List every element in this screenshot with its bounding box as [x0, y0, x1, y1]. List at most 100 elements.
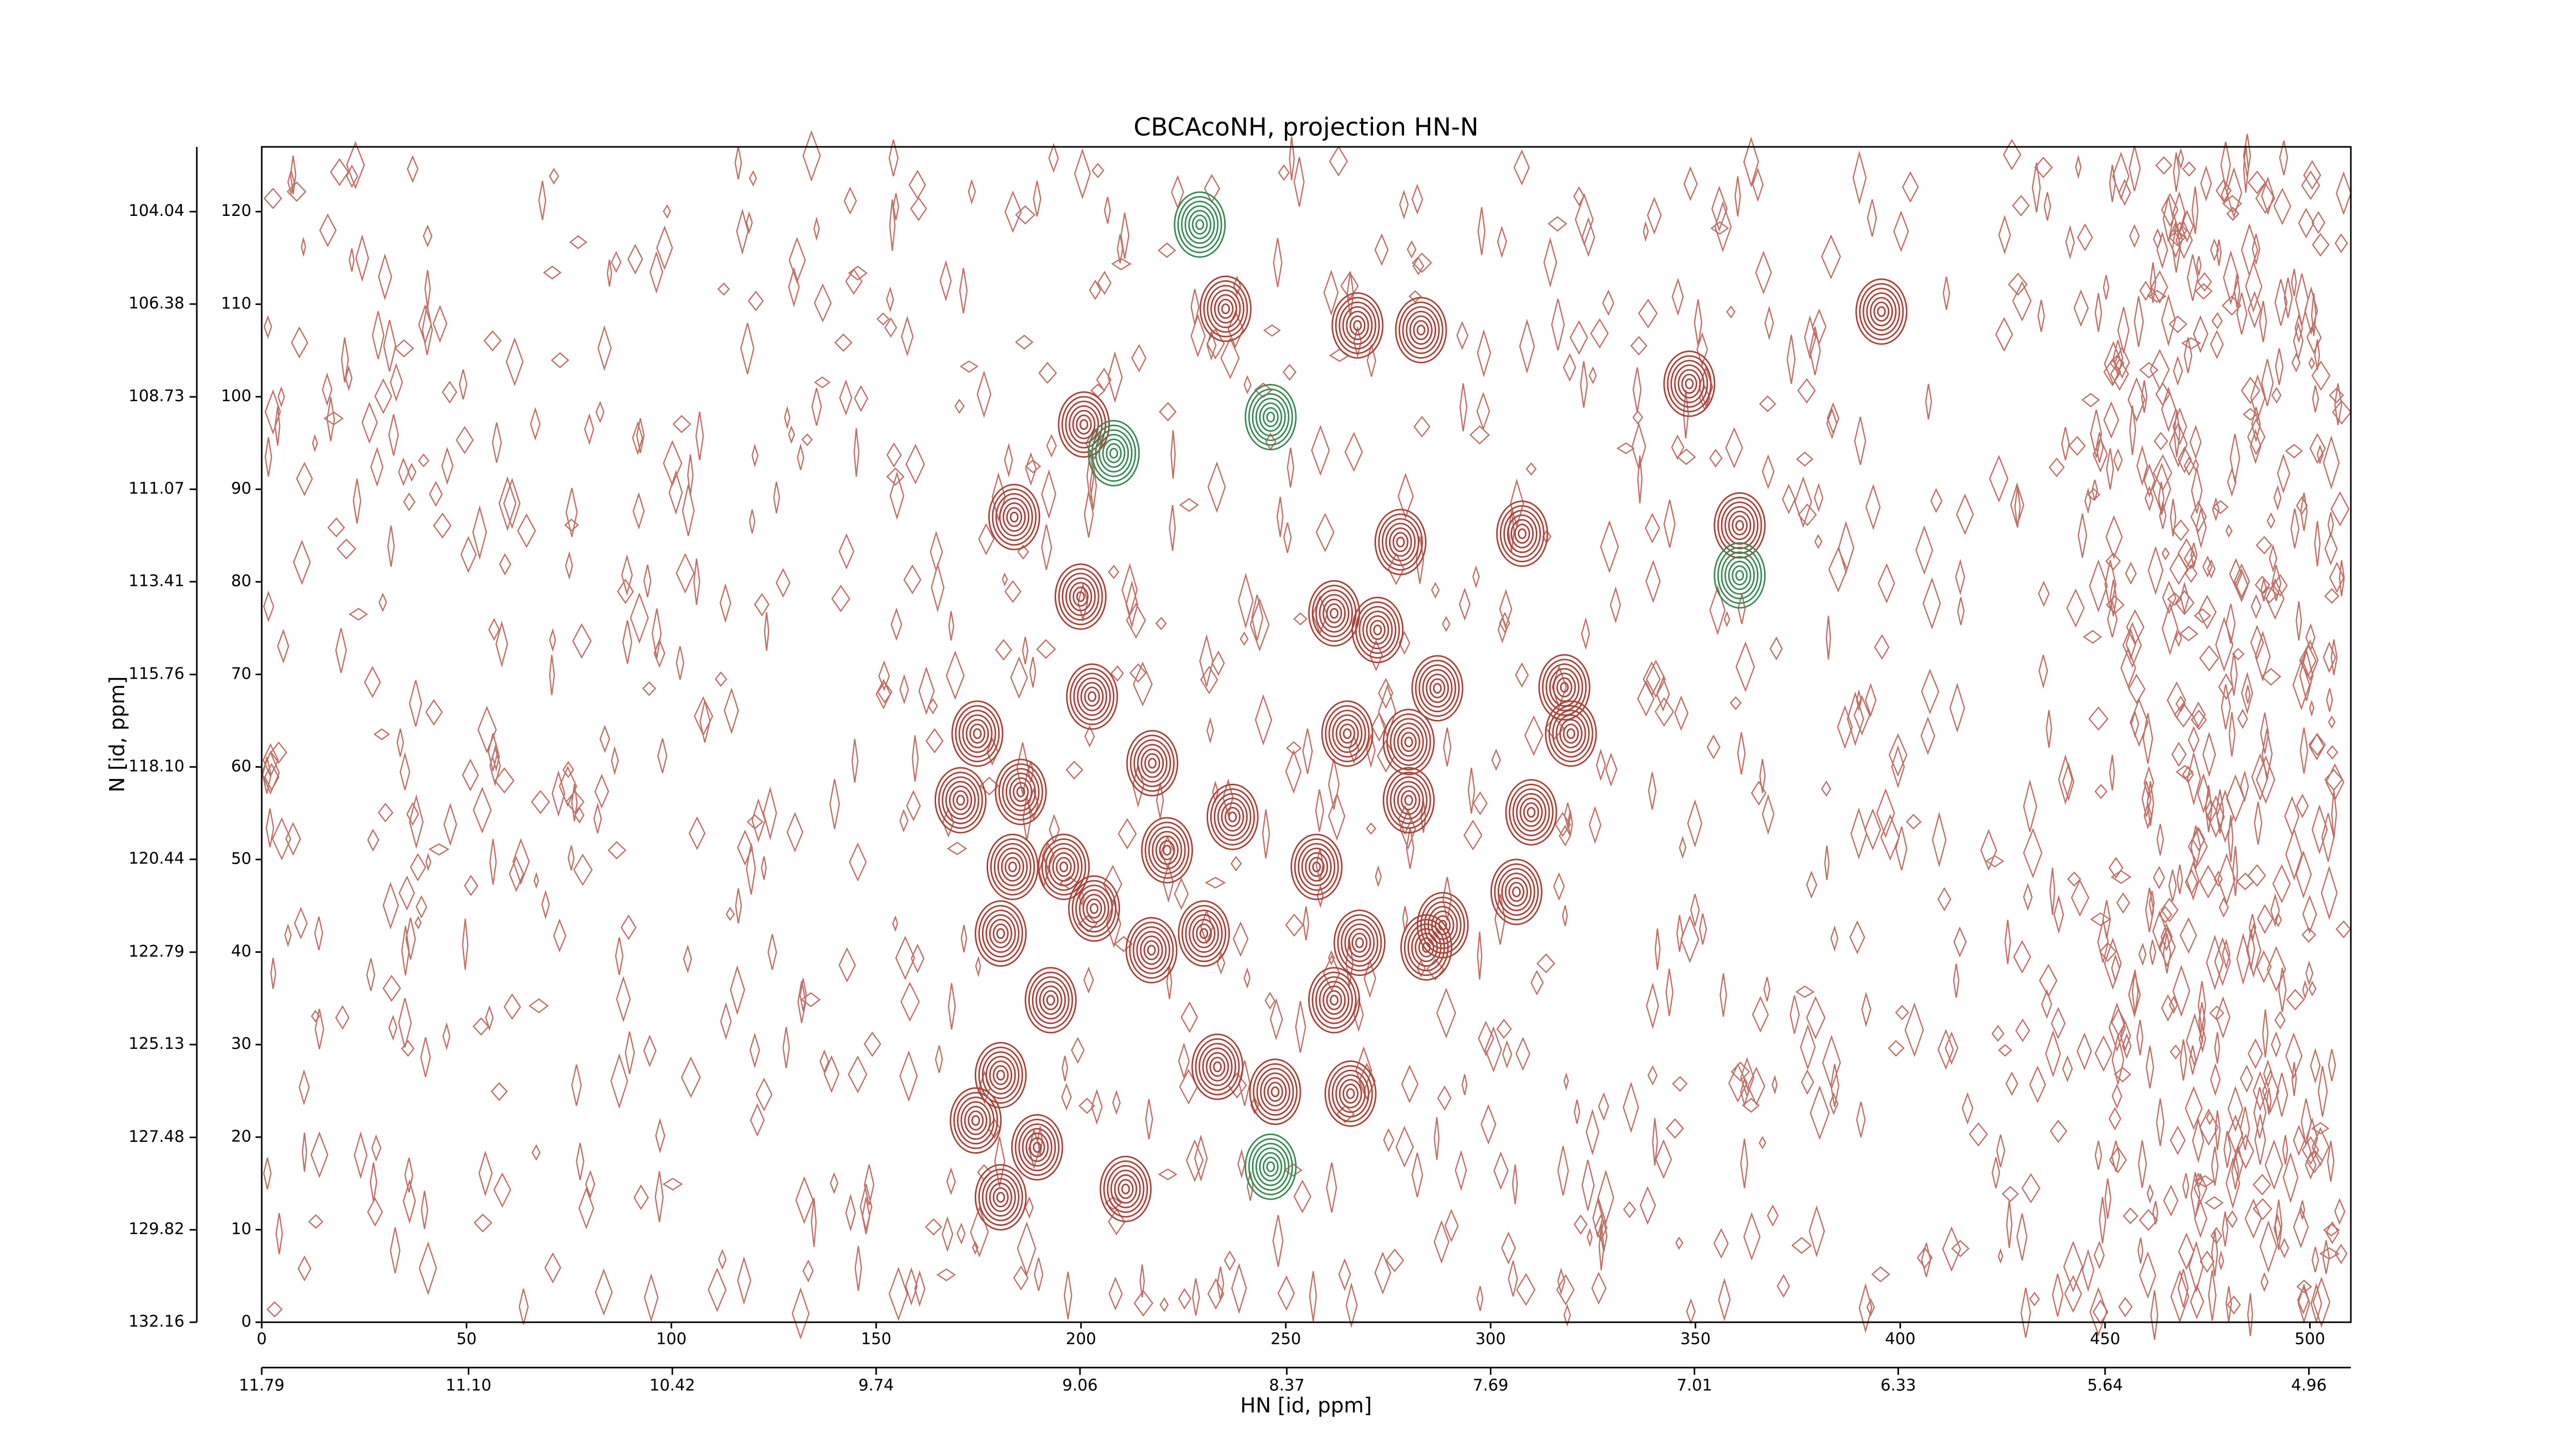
- contour-level: [1328, 710, 1366, 758]
- contour-level: [1012, 782, 1029, 802]
- contour-level: [1677, 369, 1701, 399]
- contour-level: [1717, 497, 1762, 554]
- contour-level: [1732, 565, 1748, 586]
- contour-level: [1214, 294, 1238, 324]
- contour-level: [1070, 668, 1115, 726]
- contour-level: [1251, 393, 1290, 441]
- contour-level: [1140, 935, 1163, 965]
- contour-level: [1058, 391, 1110, 458]
- contour-level: [1325, 705, 1370, 763]
- contour-level: [1192, 214, 1208, 235]
- peak: [1066, 663, 1118, 730]
- contour-level: [1351, 933, 1368, 953]
- peak: [1125, 917, 1178, 984]
- contour-level: [1002, 768, 1040, 816]
- contour-level: [1538, 654, 1590, 721]
- contour-level: [1548, 705, 1594, 763]
- x-axis-label: HN [id, ppm]: [1240, 1394, 1372, 1418]
- contour-level: [978, 1169, 1023, 1226]
- contour-level: [1312, 861, 1321, 872]
- x2-tick-label: 6.33: [1880, 1376, 1916, 1395]
- x2-tick-label: 11.79: [239, 1376, 285, 1395]
- contour-level: [1022, 1128, 1053, 1167]
- contour-level: [1527, 806, 1536, 818]
- contour-level: [1084, 686, 1100, 707]
- contour-level: [1136, 931, 1167, 970]
- y-tick-label: 120: [221, 201, 251, 220]
- contour-level: [1199, 928, 1209, 939]
- contour-level: [992, 1187, 1009, 1208]
- contour-level: [1263, 1077, 1287, 1107]
- contour-level: [1674, 364, 1705, 403]
- contour-level: [1326, 603, 1343, 624]
- contour-level: [1348, 928, 1371, 958]
- contour-level: [1025, 1133, 1049, 1162]
- y-tick-label: 110: [221, 294, 251, 313]
- contour-level: [1403, 919, 1449, 976]
- contour-level: [1198, 1042, 1236, 1091]
- contour-level: [1181, 905, 1227, 963]
- contour-level: [1188, 210, 1212, 240]
- x-tick-label: 150: [861, 1330, 891, 1349]
- contour-level: [1270, 1086, 1280, 1098]
- contour-level: [1427, 905, 1458, 945]
- contour-level: [1321, 700, 1374, 767]
- contour-level: [1072, 880, 1117, 937]
- peak: [988, 483, 1041, 550]
- contour-level: [1137, 744, 1168, 783]
- contour-level: [1342, 306, 1373, 345]
- contour-level: [1203, 280, 1248, 338]
- contour-level: [1422, 669, 1453, 708]
- contour-level: [990, 838, 1035, 896]
- contour-level: [1028, 971, 1073, 1029]
- peak: [994, 759, 1047, 825]
- contour-level: [1267, 1082, 1283, 1102]
- contour-level: [1009, 777, 1032, 807]
- contour-level: [1080, 682, 1104, 712]
- contour-level: [1523, 802, 1539, 822]
- contour-level: [1010, 511, 1019, 523]
- contour-level: [1151, 831, 1182, 870]
- contour-level: [1048, 847, 1079, 886]
- contour-level: [1496, 500, 1549, 567]
- y-tick-label: 0: [241, 1312, 251, 1331]
- contour-level: [1404, 795, 1413, 806]
- contour-level: [952, 790, 969, 811]
- contour-level: [1508, 882, 1524, 902]
- contour-level: [992, 923, 1009, 944]
- contour-level: [1714, 542, 1766, 609]
- contour-level: [1501, 872, 1532, 912]
- contour-level: [1353, 320, 1362, 331]
- contour-level: [1061, 396, 1107, 453]
- contour-level: [1224, 806, 1241, 827]
- contour-level: [1332, 714, 1363, 753]
- contour-level: [1195, 1038, 1240, 1096]
- x-tick-label: 350: [1680, 1330, 1710, 1349]
- contour-level: [1503, 510, 1541, 558]
- peak: [1714, 542, 1766, 609]
- contour-level: [1500, 505, 1545, 563]
- peak: [1321, 700, 1374, 767]
- contour-level: [1681, 374, 1698, 394]
- contour-level: [1032, 1142, 1042, 1153]
- contour-level: [1255, 397, 1286, 436]
- contour-level: [1068, 875, 1121, 942]
- contour-level: [1129, 921, 1174, 979]
- contour-level: [971, 1115, 980, 1126]
- x-tick-label: 300: [1476, 1330, 1506, 1349]
- contour-level: [993, 843, 1031, 891]
- contour-level: [1335, 719, 1359, 749]
- contour-level: [1512, 886, 1521, 898]
- contour-level: [1724, 556, 1755, 595]
- contour-level: [1249, 1058, 1301, 1125]
- peak: [974, 900, 1027, 967]
- contour-level: [1052, 852, 1076, 882]
- contour-level: [1148, 826, 1186, 874]
- peak: [1191, 1033, 1244, 1100]
- contour-level: [1121, 1183, 1130, 1194]
- contour-level: [1181, 200, 1219, 249]
- contour-level: [1323, 598, 1346, 628]
- contour-level: [1545, 700, 1597, 767]
- contour-level: [1338, 1079, 1362, 1108]
- contour-level: [1290, 833, 1343, 900]
